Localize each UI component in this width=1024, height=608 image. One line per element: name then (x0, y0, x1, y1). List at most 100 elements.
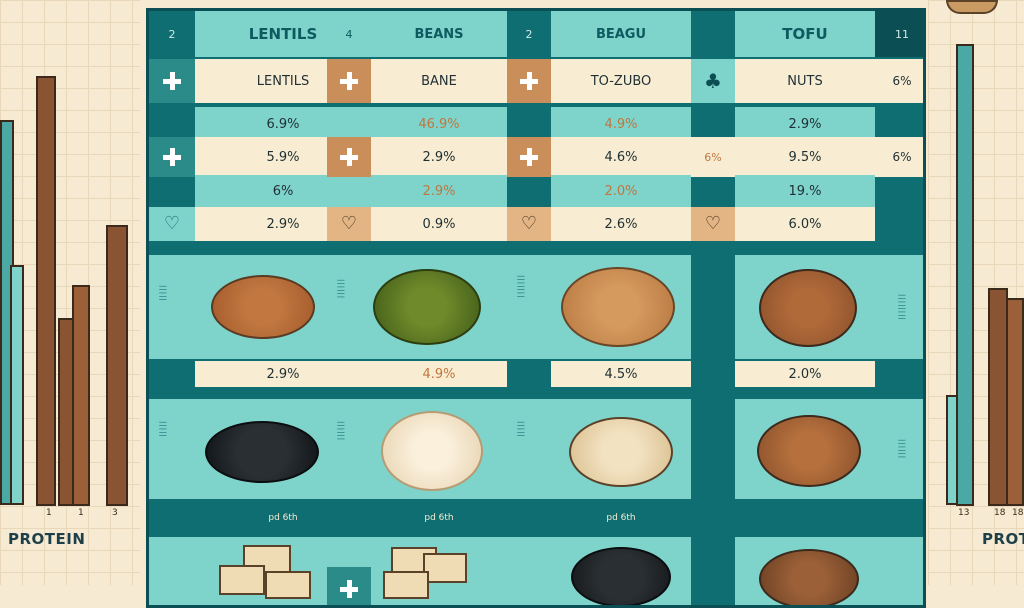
col3-mid-value: 4.5% (551, 361, 691, 387)
col4-dark-strip (691, 11, 735, 57)
tofu-cube-5 (423, 553, 467, 583)
col3-image-panel-1: ||||||| (507, 255, 691, 359)
col4-image-panel-2 (735, 399, 875, 499)
quinoa-illustration (381, 411, 483, 491)
col4-row3: 9.5% (735, 137, 875, 177)
col4-row1: NUTS (735, 59, 875, 103)
col2-row4: 2.9% (371, 175, 507, 207)
left-tick-1: 1 (46, 508, 52, 518)
col2-plus-tile-3[interactable] (327, 567, 371, 605)
black-lentils-illustration (571, 547, 671, 605)
col4-clover-tile[interactable]: ♣ (691, 59, 735, 103)
plus-icon (518, 146, 540, 168)
col3-row3: 4.6% (551, 137, 691, 177)
col4-row2: 2.9% (735, 107, 875, 141)
right-bar-3 (988, 288, 1008, 506)
col1-fine-print-2: ||||| (159, 421, 167, 438)
tofu-cube-3 (265, 571, 311, 599)
col1-mid-value: 2.9% (195, 361, 371, 387)
plus-icon (518, 70, 540, 92)
right-tick-2: 18 (994, 508, 1006, 518)
heart-icon: ♡ (704, 213, 722, 234)
col1-plus-tile-2[interactable] (149, 137, 195, 177)
right-bar-4 (1006, 298, 1024, 506)
tofu-cube-2 (219, 565, 265, 595)
col2-image-panel-2: |||||| (327, 399, 507, 499)
col1-low-label: pd 6th (268, 513, 298, 523)
pecans-illustration (757, 415, 861, 487)
plus-icon (338, 146, 360, 168)
col3-number: 2 (507, 11, 551, 57)
col3-image-panel-3 (507, 537, 691, 605)
left-bar-5 (72, 285, 90, 506)
heart-icon: ♡ (163, 213, 181, 234)
col3-header: BEAGU (551, 11, 691, 57)
clover-icon: ♣ (704, 69, 722, 93)
col2-number: 4 (327, 11, 371, 57)
right-tick-3: 18 (1012, 508, 1024, 518)
plus-icon (338, 70, 360, 92)
right-chart-label: PROT (982, 530, 1024, 548)
col4-image-panel-1 (735, 255, 875, 359)
edge-row3: 6% (875, 137, 923, 177)
left-bar-2 (10, 265, 24, 505)
col3-row5: 2.6% (551, 207, 691, 241)
black-beans-illustration (205, 421, 319, 483)
col3-plus-tile[interactable] (507, 59, 551, 103)
col3-low-label: pd 6th (606, 513, 636, 523)
col3-fine-print: ||||||| (517, 275, 525, 299)
col2-image-panel-1: |||||| (327, 255, 507, 359)
cashews-illustration (569, 417, 673, 487)
edge-panel-3 (875, 537, 923, 605)
col3-row4: 2.0% (551, 175, 691, 207)
right-bar-2 (956, 44, 974, 506)
column-edge: 11 6% 6% |||||||| |||||| (875, 11, 923, 605)
right-tick-1: 13 (958, 508, 970, 518)
left-tick-3: 3 (112, 508, 118, 518)
col4-mid-value: 2.0% (735, 361, 875, 387)
col1-plus-tile[interactable] (149, 59, 195, 103)
col2-plus-tile[interactable] (327, 59, 371, 103)
col2-row3: 2.9% (371, 137, 507, 177)
col4-row5: 6.0% (735, 207, 875, 241)
col2-row5: 0.9% (371, 207, 507, 241)
col2-heart-tile[interactable]: ♡ (327, 207, 371, 241)
tofu-cube-6 (383, 571, 429, 599)
mung-beans-illustration (373, 269, 481, 345)
col2-plus-tile-2[interactable] (327, 137, 371, 177)
col3-plus-tile-2[interactable] (507, 137, 551, 177)
col4-row4: 19.% (735, 175, 875, 207)
left-bar-6 (106, 225, 128, 506)
left-chart-label: PROTEIN (8, 530, 86, 548)
col4-image-panel-3 (735, 537, 875, 605)
edge-fine-print-2: |||||| (898, 438, 906, 460)
edge-row1: 6% (875, 59, 923, 103)
left-bar-3 (36, 76, 56, 506)
col4-side-mark: 6% (691, 137, 735, 177)
left-tick-2: 1 (78, 508, 84, 518)
col1-heart-tile[interactable]: ♡ (149, 207, 195, 241)
col1-row2: 6.9% (195, 107, 371, 141)
col4-header: TOFU (735, 11, 875, 57)
col2-row1: BANE (371, 59, 507, 103)
column-tofu: TOFU ♣ NUTS 2.9% 6% 9.5% 19.% ♡ 6.0% 2.0… (691, 11, 875, 605)
column-beagu: 2 BEAGU TO-ZUBO 4.9% 4.6% 2.0% ♡ 2.6% ||… (507, 11, 691, 605)
col3-row2: 4.9% (551, 107, 691, 141)
col2-header: BEANS (371, 11, 507, 57)
col1-row4: 6% (195, 175, 371, 207)
col3-image-panel-2: ||||| (507, 399, 691, 499)
col3-heart-tile[interactable]: ♡ (507, 207, 551, 241)
right-top-pile (946, 0, 998, 14)
edge-fine-print: |||||||| (898, 293, 906, 321)
plus-icon (161, 146, 183, 168)
heart-icon: ♡ (340, 213, 358, 234)
col1-fine-print: ||||| (159, 285, 167, 302)
column-beans: 4 BEANS BANE 46.9% 2.9% 2.9% ♡ 0.9% ||||… (327, 11, 507, 605)
col4-heart-tile[interactable]: ♡ (691, 207, 735, 241)
col1-number: 2 (149, 11, 195, 57)
col2-mid-value: 4.9% (371, 361, 507, 387)
plus-icon (338, 578, 360, 600)
almonds-illustration (759, 269, 857, 347)
col3-row1: TO-ZUBO (551, 59, 691, 103)
plus-icon (161, 70, 183, 92)
